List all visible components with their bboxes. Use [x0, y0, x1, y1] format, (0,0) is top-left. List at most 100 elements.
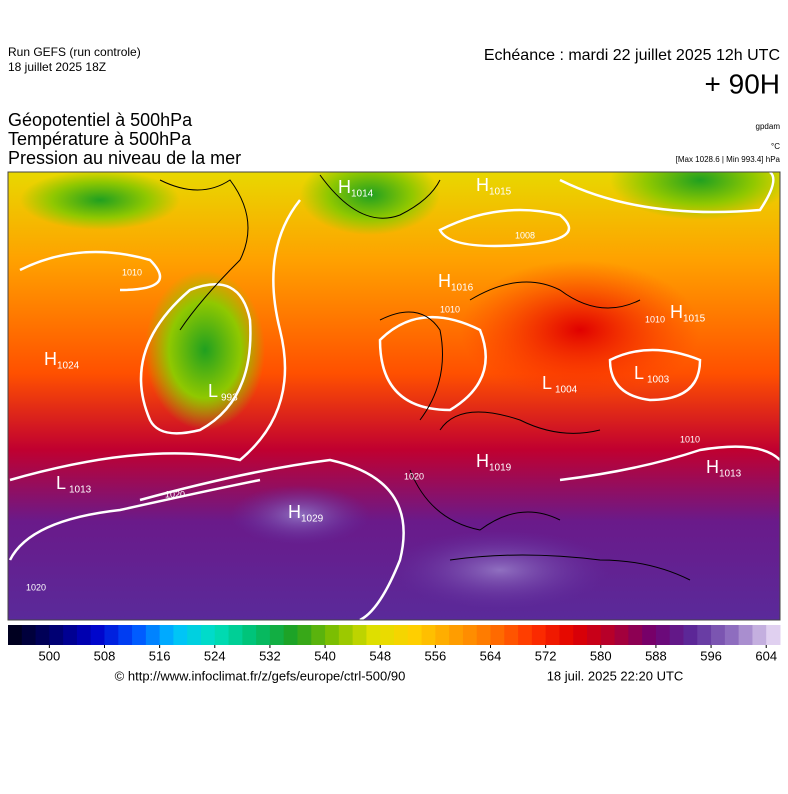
colorbar-cell	[738, 625, 753, 645]
isobar	[19, 250, 162, 292]
pressure-center: H 1019	[476, 451, 512, 474]
colorbar-cell	[366, 625, 381, 645]
center-value: 1013	[719, 469, 742, 480]
source: © http://www.infoclimat.fr/z/gefs/europe…	[115, 668, 406, 683]
isobar-label: 1010	[680, 434, 700, 444]
field	[460, 260, 700, 400]
isobar-label: 1020	[165, 489, 185, 499]
center-value: 1024	[57, 361, 80, 372]
colorbar-cell	[628, 625, 643, 645]
center-kind: L	[634, 363, 644, 383]
pressure-center: H 1029	[288, 502, 324, 525]
center-kind: H	[44, 349, 57, 369]
colorbar-label: 548	[369, 648, 391, 663]
colorbar-cell	[642, 625, 657, 645]
colorbar-cell	[449, 625, 464, 645]
pressure-center: L 1004	[542, 373, 578, 396]
isobar-label: 1010	[645, 314, 665, 324]
isobar	[139, 458, 405, 620]
field	[300, 172, 440, 235]
map-field	[8, 172, 780, 620]
pressure-center: H 1014	[338, 177, 374, 200]
field	[230, 485, 370, 545]
center-value: 1019	[489, 463, 512, 474]
center-kind: H	[338, 177, 351, 197]
colorbar-label: 588	[645, 648, 667, 663]
colorbar-label: 540	[314, 648, 336, 663]
isobar-label: 1010	[122, 267, 142, 277]
colorbar-cell	[421, 625, 436, 645]
center-kind: L	[208, 381, 218, 401]
center-value: 1029	[301, 514, 324, 525]
lead-time: + 90H	[705, 68, 781, 99]
colorbar-label: 580	[590, 648, 612, 663]
colorbar-cell	[752, 625, 767, 645]
title: Géopotentiel à 500hPa	[8, 110, 193, 130]
field	[145, 270, 265, 430]
valid-time: Echéance : mardi 22 juillet 2025 12h UTC	[484, 47, 780, 64]
colorbar-cell	[8, 625, 23, 645]
run: Run GEFS (run controle)	[8, 45, 141, 59]
center-value: 1016	[451, 283, 474, 294]
colorbar-cell	[724, 625, 740, 645]
center-kind: H	[288, 502, 301, 522]
colorbar-cell	[283, 625, 298, 645]
isobar	[139, 283, 252, 435]
colorbar-cell	[118, 625, 133, 645]
isobar	[608, 348, 702, 402]
colorbar-cell	[587, 625, 602, 645]
colorbar-cell	[407, 625, 423, 645]
isobar	[8, 478, 261, 561]
colorbar-label: 604	[755, 648, 777, 663]
colorbar-cell	[614, 625, 629, 645]
colorbar-cell	[269, 625, 285, 645]
colorbar-cell	[187, 625, 202, 645]
colorbar-cell	[476, 625, 491, 645]
isobar	[438, 208, 571, 248]
colorbar-cell	[297, 625, 312, 645]
unit: [Max 1028.6 | Min 993.4] hPa	[676, 155, 781, 164]
center-value: 1014	[351, 189, 374, 200]
pressure-center: L 1013	[56, 473, 92, 496]
title: Pression au niveau de la mer	[8, 148, 241, 168]
center-kind: H	[476, 175, 489, 195]
colorbar-cell	[697, 625, 712, 645]
pressure-center: H 1013	[706, 457, 742, 480]
colorbar-label: 516	[149, 648, 171, 663]
colorbar-cell	[90, 625, 105, 645]
run-date: 18 juillet 2025 18Z	[8, 60, 106, 74]
colorbar-cell	[35, 625, 50, 645]
pressure-center: L 993	[208, 381, 238, 404]
colorbar-cell	[201, 625, 216, 645]
colorbar-cell	[159, 625, 174, 645]
center-kind: H	[438, 271, 451, 291]
colorbar-cell	[352, 625, 367, 645]
title: Température à 500hPa	[8, 129, 192, 149]
colorbar-cell	[76, 625, 92, 645]
colorbar-cell	[325, 625, 340, 645]
colorbar-cell	[545, 625, 560, 645]
field	[8, 172, 780, 620]
pressure-center: H 1024	[44, 349, 80, 372]
colorbar-cell	[462, 625, 478, 645]
colorbar-cell	[228, 625, 243, 645]
colorbar-cell	[655, 625, 671, 645]
colorbar-cell	[504, 625, 519, 645]
center-value: 1015	[489, 187, 512, 198]
colorbar-cell	[256, 625, 271, 645]
center-value: 1013	[69, 485, 92, 496]
colorbar-cell	[242, 625, 257, 645]
colorbar-cell	[531, 625, 547, 645]
isobar-label: 1020	[26, 582, 46, 592]
center-kind: H	[670, 302, 683, 322]
center-kind: L	[542, 373, 552, 393]
colorbar-cell	[338, 625, 354, 645]
colorbar-label: 564	[480, 648, 502, 663]
colorbar-cell	[711, 625, 726, 645]
colorbar-cell	[21, 625, 37, 645]
map-frame	[7, 171, 781, 621]
center-value: 1015	[683, 314, 706, 325]
pressure-center: H 1015	[670, 302, 706, 325]
